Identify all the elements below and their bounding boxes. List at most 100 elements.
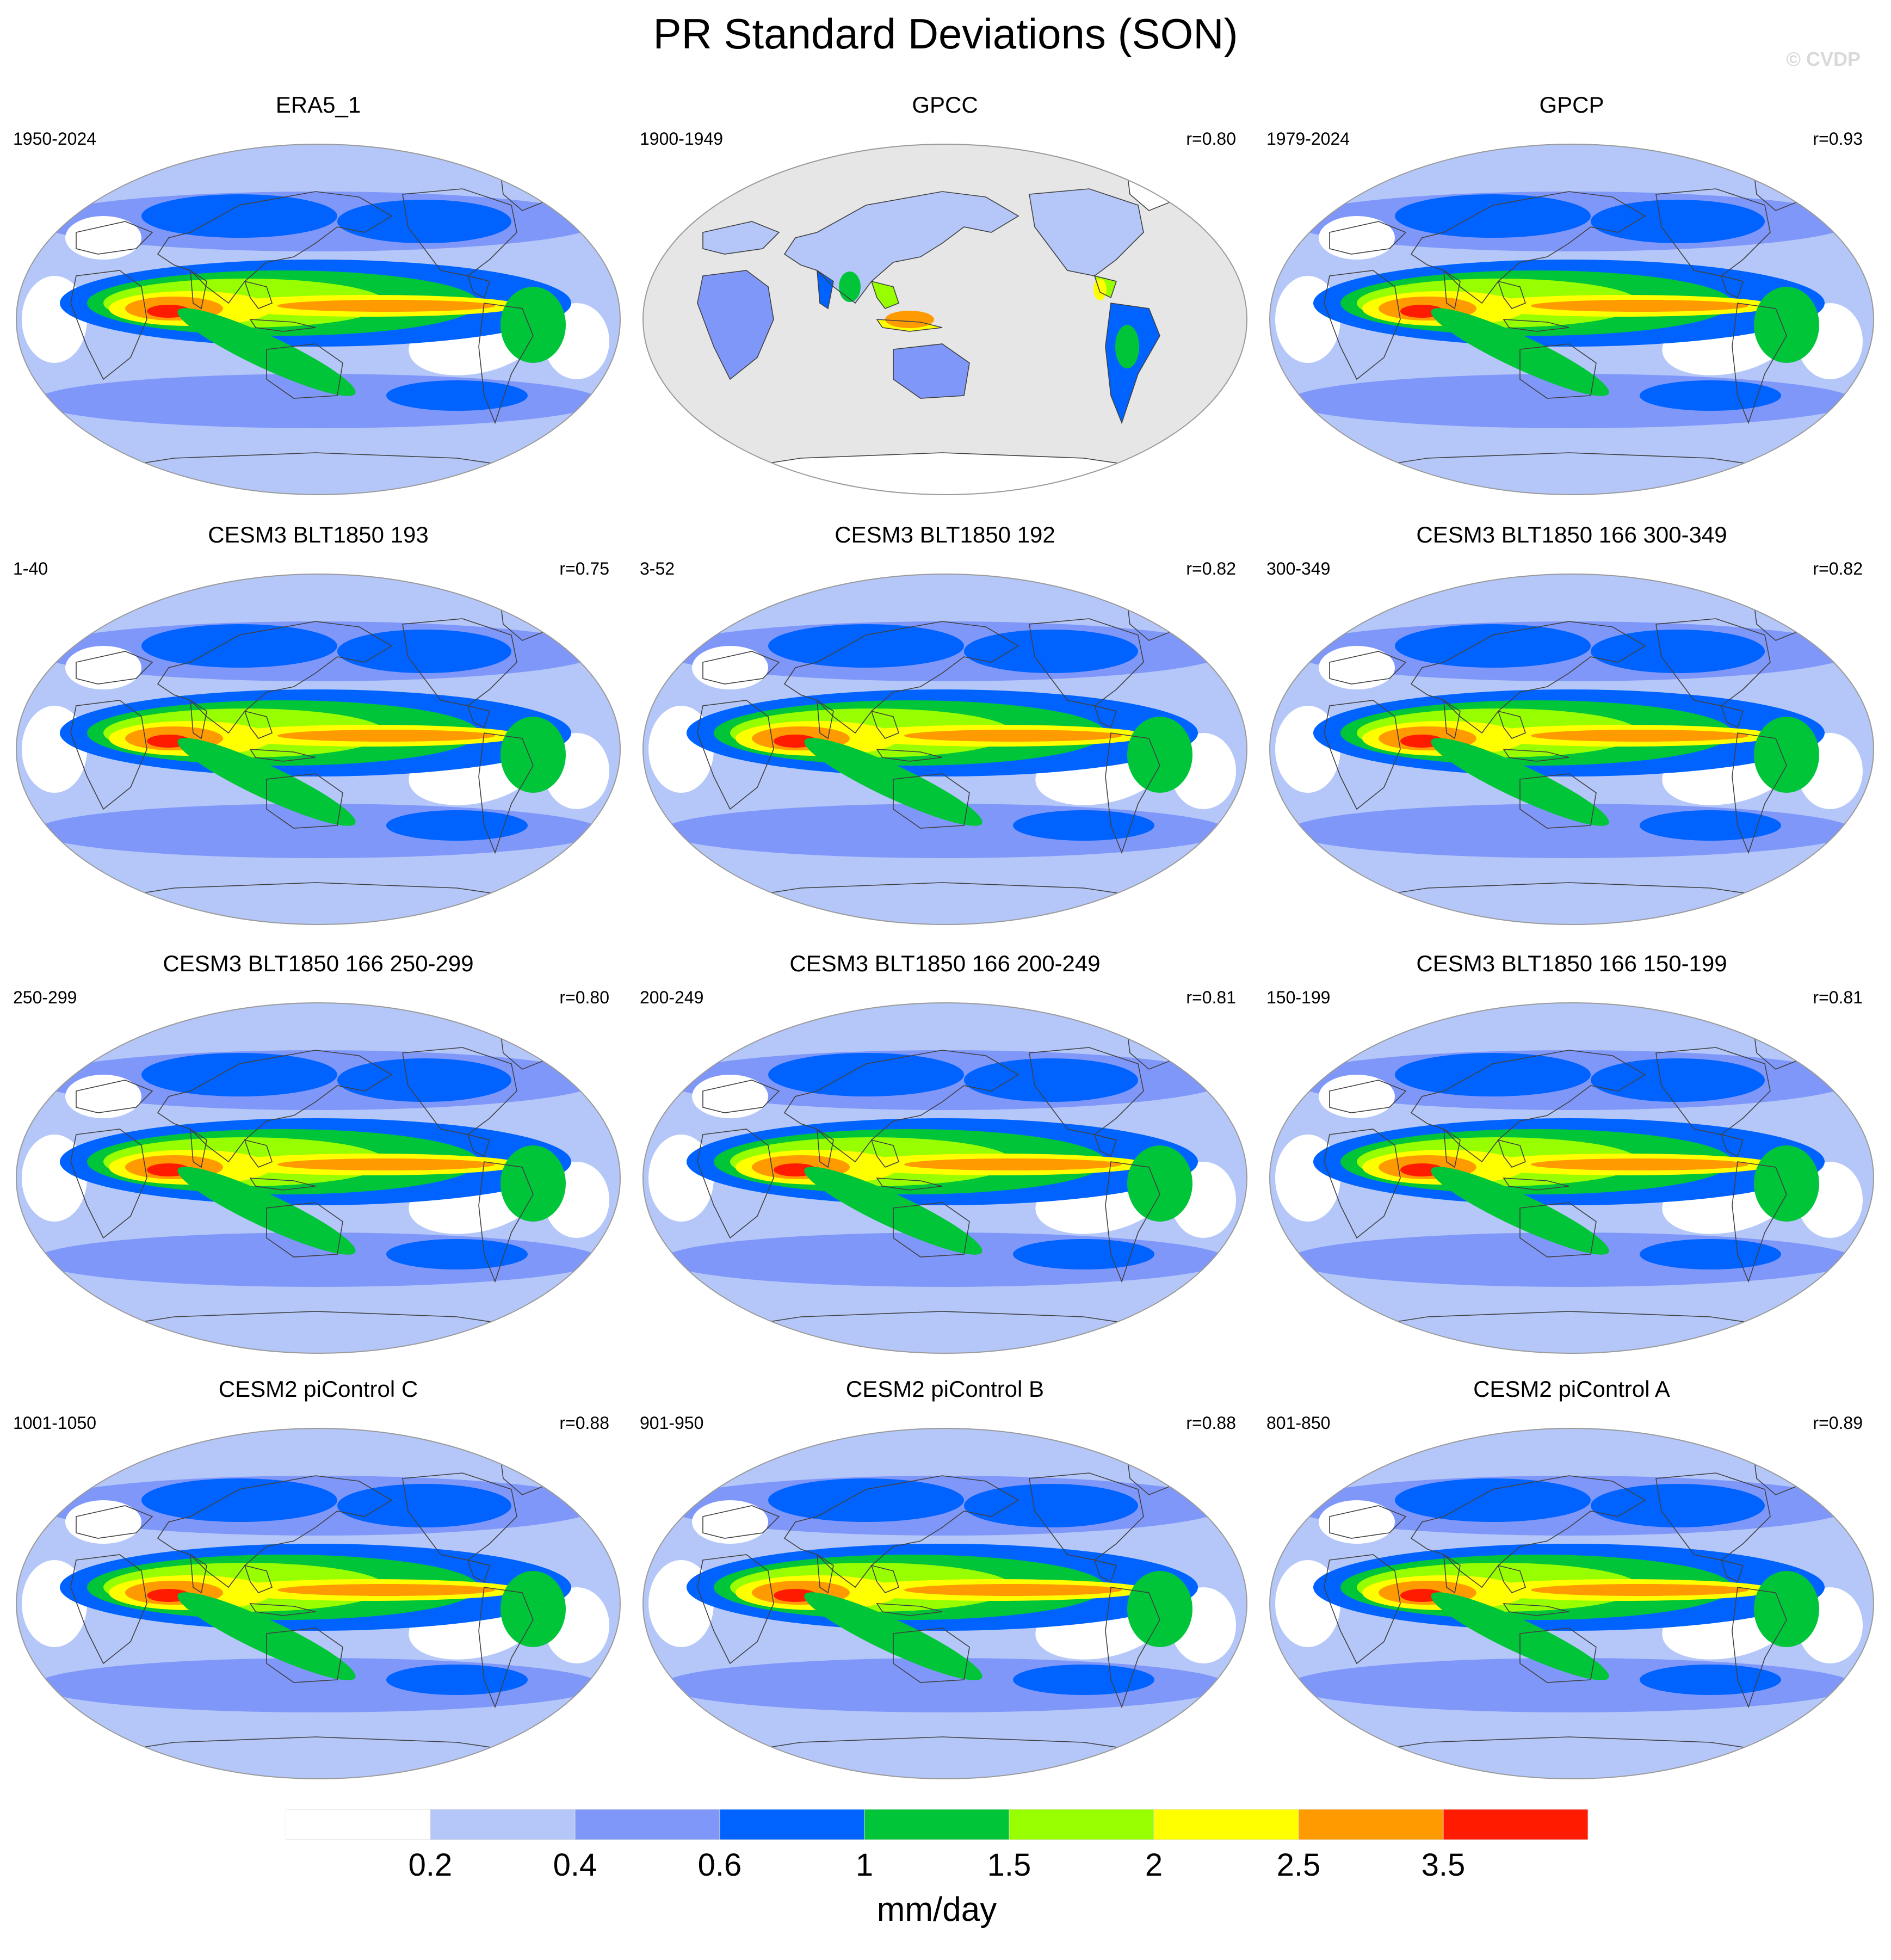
coastline-aus bbox=[1519, 1202, 1597, 1258]
coastline-camer bbox=[1093, 705, 1117, 729]
storm-track-south bbox=[1640, 1665, 1781, 1695]
itcz bbox=[1531, 1584, 1748, 1596]
coastline-africa bbox=[1324, 1129, 1401, 1239]
panel-years: 1950-2024 bbox=[13, 129, 97, 149]
coastline-aus bbox=[893, 343, 970, 399]
precip-std-map bbox=[16, 144, 621, 495]
coastline-samer bbox=[478, 1161, 534, 1283]
map-outline bbox=[16, 1428, 621, 1779]
coastline-aus bbox=[1519, 1628, 1597, 1683]
land-namer bbox=[1029, 189, 1144, 276]
map-panel: CESM2 piControl C 1001-1050 r=0.88 bbox=[5, 1374, 631, 1788]
map-panel: GPCP 1979-2024 r=0.93 bbox=[1259, 90, 1884, 503]
precip-std-map bbox=[16, 1428, 621, 1779]
map-outline bbox=[642, 574, 1247, 925]
storm-track-south bbox=[386, 380, 528, 411]
precip-std-map bbox=[16, 1002, 621, 1354]
panel-correlation: r=0.93 bbox=[1813, 129, 1863, 149]
coastline-europe bbox=[76, 1080, 153, 1113]
dry-zone bbox=[1319, 646, 1395, 689]
coastline-indon bbox=[1503, 749, 1569, 762]
panel-correlation: r=0.82 bbox=[1813, 559, 1863, 578]
coastline-asia bbox=[1410, 1050, 1646, 1163]
coastline-indon bbox=[876, 1178, 943, 1191]
coastline-namer bbox=[1655, 1472, 1771, 1561]
storm-track-south bbox=[1013, 810, 1154, 841]
coastline-namer bbox=[402, 618, 517, 706]
coastline-asia bbox=[1410, 191, 1646, 304]
dry-zone bbox=[65, 1075, 141, 1118]
coastline-africa bbox=[1324, 1554, 1401, 1665]
storm-track-north bbox=[337, 1484, 511, 1527]
coastline-india bbox=[1443, 699, 1461, 739]
coastline-indon bbox=[876, 749, 943, 762]
storm-track-north bbox=[768, 1053, 964, 1096]
panel-years: 1979-2024 bbox=[1266, 129, 1350, 149]
coastline-namer bbox=[1655, 1047, 1771, 1135]
panel-years: 801-850 bbox=[1266, 1413, 1331, 1433]
colorbar-tick-label: 1 bbox=[856, 1847, 873, 1883]
colorbar-tick-label: 1.5 bbox=[987, 1847, 1031, 1883]
storm-track-north bbox=[1591, 630, 1765, 673]
coastline-india bbox=[190, 1128, 207, 1168]
map-outline bbox=[16, 144, 621, 495]
colorbar-swatch bbox=[719, 1809, 865, 1840]
precip-band bbox=[885, 311, 934, 328]
coastline-aus bbox=[266, 1202, 343, 1258]
coastline-africa bbox=[697, 700, 774, 810]
coastline-indon bbox=[1503, 1178, 1569, 1191]
atlantic-band bbox=[500, 1145, 566, 1222]
coastline-asia bbox=[157, 1050, 393, 1163]
coastline-aus bbox=[893, 773, 970, 829]
coastline-africa bbox=[697, 270, 774, 380]
coastline-asia bbox=[1410, 621, 1646, 734]
itcz bbox=[1531, 1158, 1748, 1170]
itcz bbox=[277, 730, 495, 742]
map-panel: CESM3 BLT1850 192 3-52 r=0.82 bbox=[632, 520, 1258, 933]
coastline-europe bbox=[1329, 221, 1407, 255]
coastline-asia bbox=[157, 191, 393, 304]
panel-correlation: r=0.81 bbox=[1813, 988, 1863, 1007]
coastline-india bbox=[190, 1554, 207, 1594]
itcz bbox=[904, 1584, 1122, 1596]
colorbar-swatch bbox=[430, 1809, 576, 1840]
panel-title: CESM3 BLT1850 166 300-349 bbox=[1416, 522, 1727, 547]
panel-years: 901-950 bbox=[640, 1413, 704, 1433]
coastline-seasia bbox=[244, 1564, 273, 1593]
map-outline bbox=[16, 574, 621, 925]
coastline-camer bbox=[467, 1559, 491, 1583]
colorbar-swatch bbox=[1443, 1809, 1589, 1840]
coastline-samer bbox=[1105, 1587, 1160, 1709]
storm-track-south bbox=[1013, 1239, 1154, 1269]
colorbar-tick-label: 3.5 bbox=[1422, 1847, 1466, 1883]
colorbar-swatch bbox=[1298, 1809, 1444, 1840]
colorbar-swatch bbox=[286, 1809, 431, 1840]
storm-track-north bbox=[964, 1484, 1138, 1527]
colorbar-swatch bbox=[574, 1809, 720, 1840]
colorbar-tick-label: 0.2 bbox=[409, 1847, 453, 1883]
dry-zone bbox=[65, 646, 141, 689]
map-outline bbox=[642, 1002, 1247, 1354]
coastline-samer bbox=[1732, 732, 1787, 854]
panel-title: CESM2 piControl A bbox=[1473, 1376, 1670, 1402]
coastline-africa bbox=[70, 700, 147, 810]
coastline-europe bbox=[702, 1505, 780, 1539]
coastline-europe bbox=[76, 651, 153, 685]
coastline-indon bbox=[1503, 1603, 1569, 1616]
colorbar-tick-label: 2.5 bbox=[1277, 1847, 1321, 1883]
itcz bbox=[1531, 730, 1748, 742]
coastline-asia bbox=[157, 1475, 393, 1588]
panel-years: 1900-1949 bbox=[640, 129, 724, 149]
coastline-asia bbox=[157, 621, 393, 734]
atlantic-band bbox=[1754, 717, 1819, 793]
coastline-africa bbox=[697, 1554, 774, 1665]
coastline-europe bbox=[76, 221, 153, 255]
panel-title: GPCC bbox=[912, 92, 978, 118]
atlantic-band bbox=[500, 287, 566, 363]
coastline-aus bbox=[893, 1202, 970, 1258]
coastline-asia bbox=[1410, 1475, 1646, 1588]
map-panel: CESM2 piControl B 901-950 r=0.88 bbox=[632, 1374, 1258, 1788]
coastline-namer bbox=[1029, 618, 1144, 706]
coastline-europe bbox=[1329, 1505, 1407, 1539]
panel-correlation: r=0.81 bbox=[1186, 988, 1236, 1007]
